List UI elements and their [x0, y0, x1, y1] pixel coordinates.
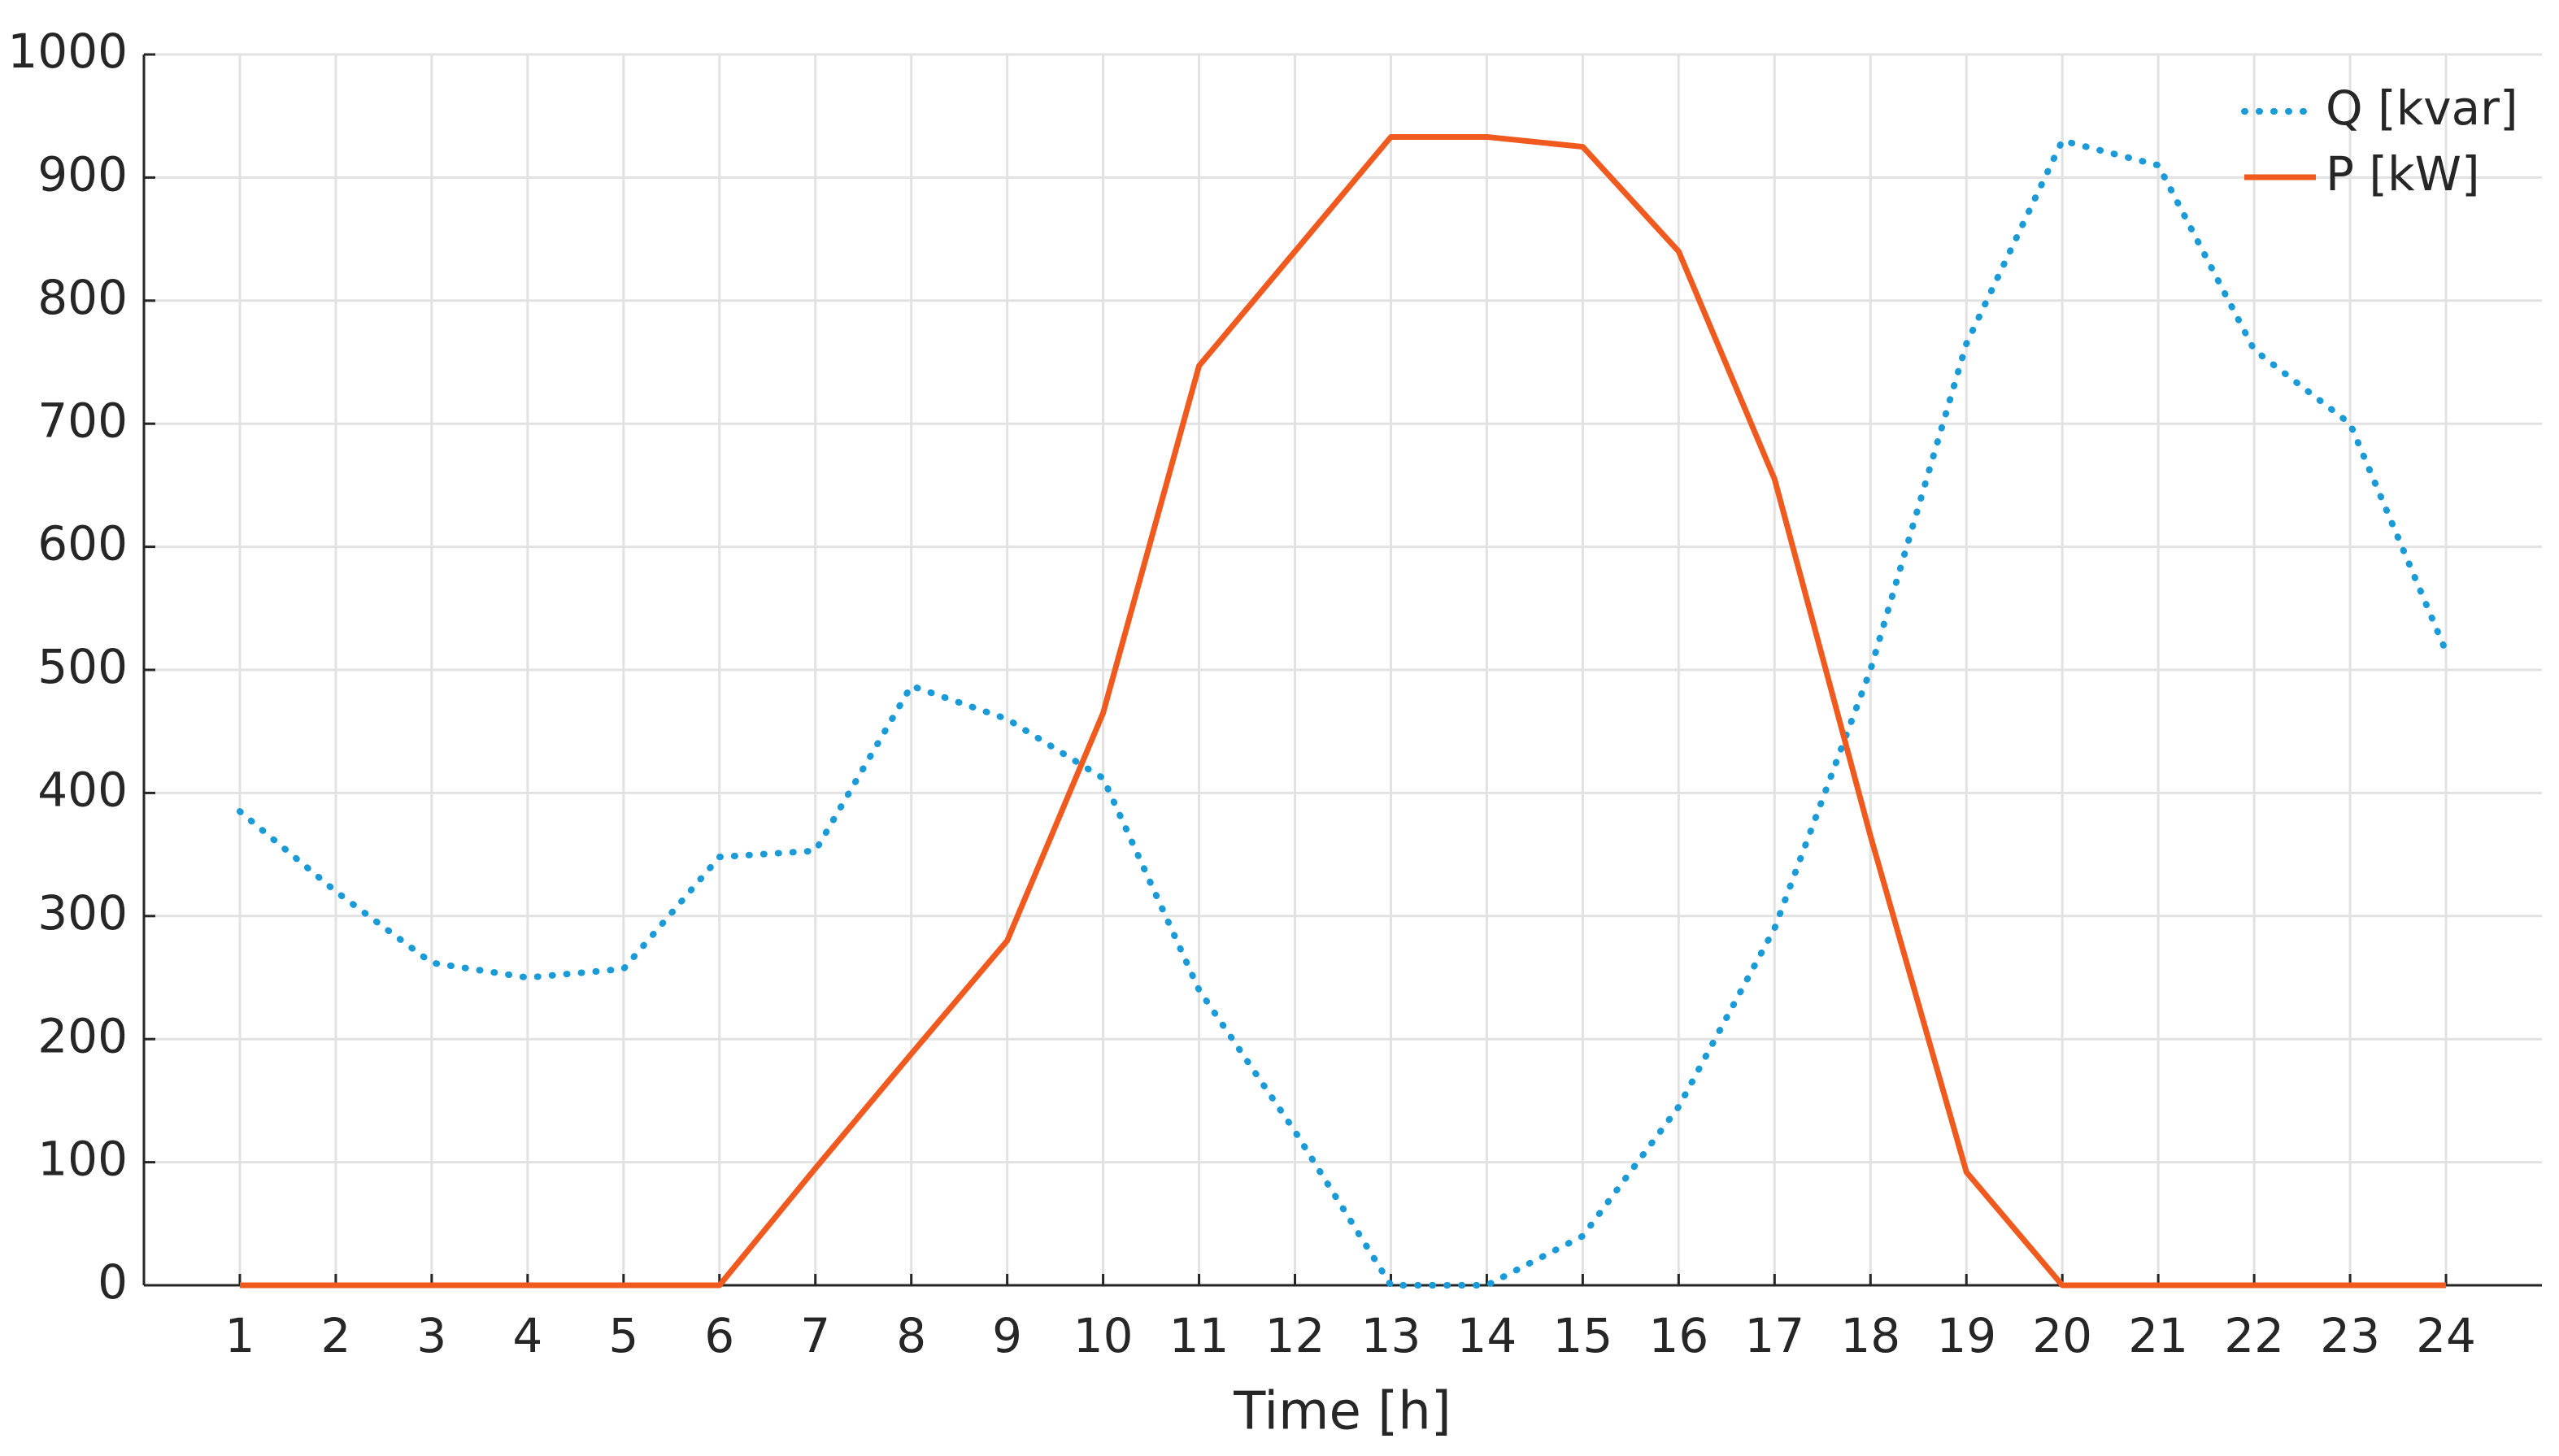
x-tick-label: 1 — [225, 1308, 255, 1363]
y-tick-label: 100 — [37, 1132, 128, 1187]
x-tick-label: 9 — [992, 1308, 1022, 1363]
x-tick-label: 6 — [704, 1308, 734, 1363]
x-tick-label: 19 — [1936, 1308, 1996, 1363]
x-tick-label: 15 — [1552, 1308, 1612, 1363]
y-tick-label: 400 — [37, 763, 128, 818]
x-axis-label: Time [h] — [1233, 1382, 1451, 1442]
x-tick-label: 8 — [896, 1308, 926, 1363]
x-tick-label: 17 — [1744, 1308, 1804, 1363]
y-tick-label: 700 — [37, 393, 128, 448]
legend-label: P [kW] — [2326, 146, 2480, 202]
x-tick-label: 21 — [2128, 1308, 2188, 1363]
series-line — [239, 133, 2447, 1289]
y-tick-label: 900 — [37, 147, 128, 202]
x-tick-label: 4 — [512, 1308, 542, 1363]
x-tick-label: 14 — [1457, 1308, 1517, 1363]
y-tick-label: 600 — [37, 516, 128, 572]
x-tick-label: 23 — [2320, 1308, 2380, 1363]
x-tick-label: 3 — [416, 1308, 446, 1363]
x-tick-label: 5 — [608, 1308, 638, 1363]
x-tick-label: 20 — [2032, 1308, 2092, 1363]
y-tick-label: 800 — [37, 270, 128, 325]
x-tick-label: 16 — [1648, 1308, 1708, 1363]
x-tick-label: 12 — [1265, 1308, 1325, 1363]
x-tick-label: 18 — [1840, 1308, 1900, 1363]
y-tick-label: 1000 — [7, 24, 128, 79]
x-tick-label: 2 — [320, 1308, 350, 1363]
x-tick-label: 22 — [2224, 1308, 2284, 1363]
x-tick-label: 11 — [1169, 1308, 1229, 1363]
y-tick-label: 500 — [37, 639, 128, 694]
x-tick-label: 7 — [800, 1308, 830, 1363]
y-tick-label: 0 — [98, 1254, 128, 1310]
legend-label: Q [kvar] — [2326, 80, 2518, 136]
x-tick-label: 10 — [1073, 1308, 1134, 1363]
series-line — [236, 137, 2450, 1289]
y-tick-label: 300 — [37, 885, 128, 941]
x-tick-label: 13 — [1361, 1308, 1421, 1363]
x-tick-label: 24 — [2416, 1308, 2476, 1363]
y-tick-label: 200 — [37, 1008, 128, 1063]
